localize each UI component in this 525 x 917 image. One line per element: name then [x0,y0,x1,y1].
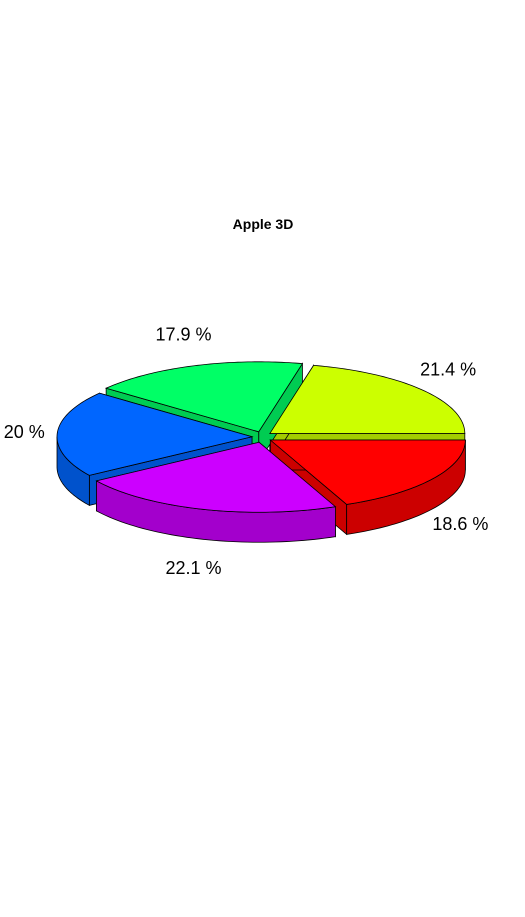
slice-top-3 [104,361,304,433]
slice-labels: 18.6 % 22.1 % 20 % 17.9 % 21.4 % [4,325,489,578]
slice-label-3: 17.9 % [155,325,211,345]
slice-label-1: 22.1 % [165,558,221,578]
slice-tops [56,361,466,513]
slice-label-2: 20 % [4,422,45,442]
slice-label-4: 21.4 % [420,359,476,379]
slice-top-1 [95,441,337,513]
slice-top-4 [269,364,466,434]
slice-label-0: 18.6 % [432,514,488,534]
chart-title: Apple 3D [233,216,294,232]
slice-top-0 [269,439,466,505]
slice-top-2 [56,392,254,476]
